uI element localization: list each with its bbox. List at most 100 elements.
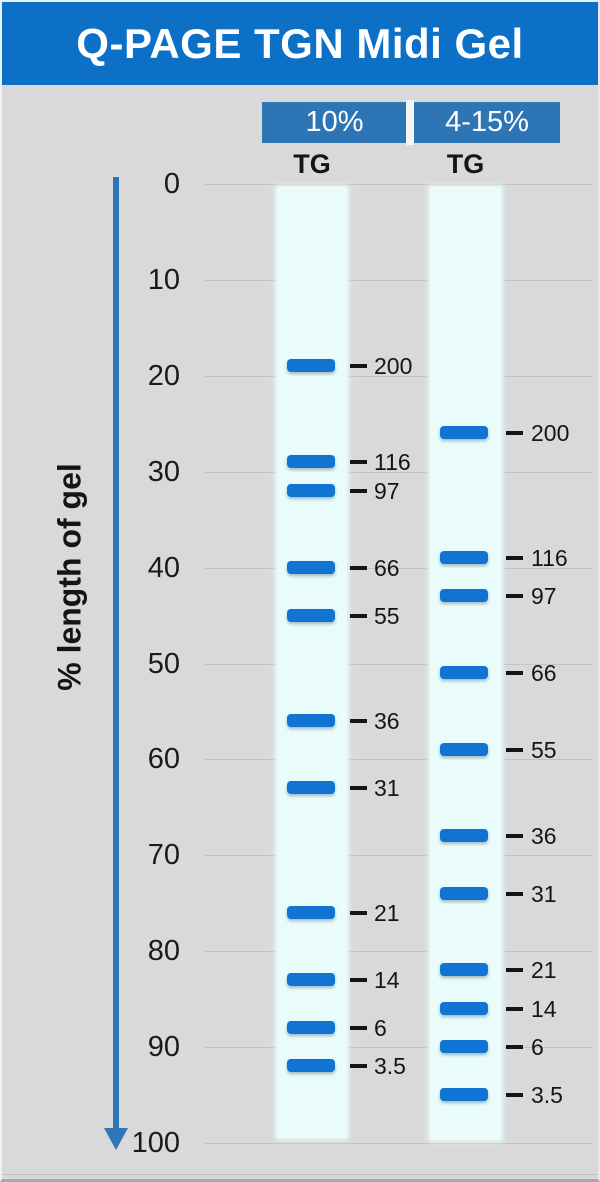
band-mw-label-3.5-lane1: 3.5 xyxy=(374,1053,406,1079)
title-banner: Q-PAGE TGN Midi Gel xyxy=(2,2,598,85)
band-3.5-lane1 xyxy=(287,1059,335,1072)
band-tick-66-lane1 xyxy=(350,566,367,570)
gel-type-label-lane2: TG xyxy=(446,149,485,179)
lane-header-4-15pct: 4-15% xyxy=(414,102,560,143)
gel-lane-4-15pct xyxy=(430,187,501,1140)
band-tick-14-lane2 xyxy=(506,1007,523,1011)
band-mw-label-97-lane1: 97 xyxy=(374,478,400,504)
band-mw-label-31-lane2: 31 xyxy=(531,881,557,907)
band-tick-31-lane2 xyxy=(506,892,523,896)
band-tick-97-lane1 xyxy=(350,489,367,493)
band-mw-label-21-lane1: 21 xyxy=(374,900,400,926)
y-tick-label-100: 100 xyxy=(131,1127,180,1159)
y-tick-label-80: 80 xyxy=(147,935,180,967)
band-mw-label-116-lane2: 116 xyxy=(531,545,568,571)
page-title: Q-PAGE TGN Midi Gel xyxy=(76,19,524,67)
band-tick-116-lane2 xyxy=(506,556,523,560)
gridline-0 xyxy=(205,184,593,185)
gridline-10 xyxy=(205,280,593,281)
band-tick-200-lane1 xyxy=(350,364,367,368)
band-mw-label-55-lane2: 55 xyxy=(531,737,557,763)
y-tick-label-60: 60 xyxy=(147,743,180,775)
y-tick-label-30: 30 xyxy=(147,456,180,488)
band-mw-label-116-lane1: 116 xyxy=(374,449,411,475)
band-mw-label-31-lane1: 31 xyxy=(374,775,400,801)
gridline-50 xyxy=(205,664,593,665)
band-tick-36-lane1 xyxy=(350,719,367,723)
band-14-lane2 xyxy=(440,1002,488,1015)
gridline-30 xyxy=(205,472,593,473)
band-mw-label-200-lane1: 200 xyxy=(374,353,413,379)
band-200-lane1 xyxy=(287,359,335,372)
band-mw-label-200-lane2: 200 xyxy=(531,420,570,446)
band-116-lane1 xyxy=(287,455,335,468)
band-14-lane1 xyxy=(287,973,335,986)
y-tick-label-50: 50 xyxy=(147,648,180,680)
band-mw-label-97-lane2: 97 xyxy=(531,583,557,609)
gridline-80 xyxy=(205,951,593,952)
band-tick-55-lane1 xyxy=(350,614,367,618)
band-3.5-lane2 xyxy=(440,1088,488,1101)
band-mw-label-66-lane1: 66 xyxy=(374,555,400,581)
lane-header-divider xyxy=(406,100,414,145)
band-31-lane1 xyxy=(287,781,335,794)
band-200-lane2 xyxy=(440,426,488,439)
band-66-lane2 xyxy=(440,666,488,679)
band-mw-label-3.5-lane2: 3.5 xyxy=(531,1082,563,1108)
band-36-lane1 xyxy=(287,714,335,727)
band-tick-6-lane2 xyxy=(506,1045,523,1049)
band-tick-116-lane1 xyxy=(350,460,367,464)
band-tick-21-lane2 xyxy=(506,968,523,972)
bottom-edge-line xyxy=(0,1174,600,1175)
gridline-60 xyxy=(205,759,593,760)
gel-type-label-lane1: TG xyxy=(293,149,331,179)
band-6-lane1 xyxy=(287,1021,335,1034)
band-mw-label-14-lane1: 14 xyxy=(374,967,400,993)
gridline-40 xyxy=(205,568,593,569)
gridline-90 xyxy=(205,1047,593,1048)
y-tick-label-70: 70 xyxy=(147,839,180,871)
band-55-lane2 xyxy=(440,743,488,756)
y-tick-label-10: 10 xyxy=(147,264,180,296)
lane-header-10pct: 10% xyxy=(262,102,407,143)
band-21-lane2 xyxy=(440,963,488,976)
band-tick-200-lane2 xyxy=(506,431,523,435)
band-mw-label-66-lane2: 66 xyxy=(531,660,557,686)
y-axis-title: % length of gel xyxy=(51,463,88,691)
band-55-lane1 xyxy=(287,609,335,622)
band-tick-21-lane1 xyxy=(350,911,367,915)
gridline-70 xyxy=(205,855,593,856)
band-mw-label-21-lane2: 21 xyxy=(531,957,557,983)
y-tick-label-0: 0 xyxy=(163,168,180,200)
band-mw-label-14-lane2: 14 xyxy=(531,996,557,1022)
band-mw-label-6-lane2: 6 xyxy=(531,1034,544,1060)
band-66-lane1 xyxy=(287,561,335,574)
y-axis-arrow-shaft xyxy=(113,177,119,1130)
band-tick-66-lane2 xyxy=(506,671,523,675)
band-mw-label-36-lane1: 36 xyxy=(374,708,400,734)
band-tick-55-lane2 xyxy=(506,748,523,752)
band-97-lane2 xyxy=(440,589,488,602)
band-31-lane2 xyxy=(440,887,488,900)
band-tick-36-lane2 xyxy=(506,834,523,838)
band-tick-31-lane1 xyxy=(350,786,367,790)
y-tick-label-20: 20 xyxy=(147,360,180,392)
y-tick-label-90: 90 xyxy=(147,1031,180,1063)
lane-header-10pct-label: 10% xyxy=(305,106,364,138)
band-mw-label-55-lane1: 55 xyxy=(374,603,400,629)
band-tick-3.5-lane2 xyxy=(506,1093,523,1097)
band-tick-3.5-lane1 xyxy=(350,1064,367,1068)
y-tick-label-40: 40 xyxy=(147,552,180,584)
band-mw-label-36-lane2: 36 xyxy=(531,823,557,849)
band-tick-97-lane2 xyxy=(506,594,523,598)
lane-header-4-15pct-label: 4-15% xyxy=(445,106,529,138)
gel-lane-10pct xyxy=(277,187,347,1138)
band-tick-6-lane1 xyxy=(350,1026,367,1030)
gridline-100 xyxy=(205,1143,593,1144)
band-116-lane2 xyxy=(440,551,488,564)
band-mw-label-6-lane1: 6 xyxy=(374,1015,387,1041)
y-axis-arrowhead-icon xyxy=(104,1128,128,1150)
